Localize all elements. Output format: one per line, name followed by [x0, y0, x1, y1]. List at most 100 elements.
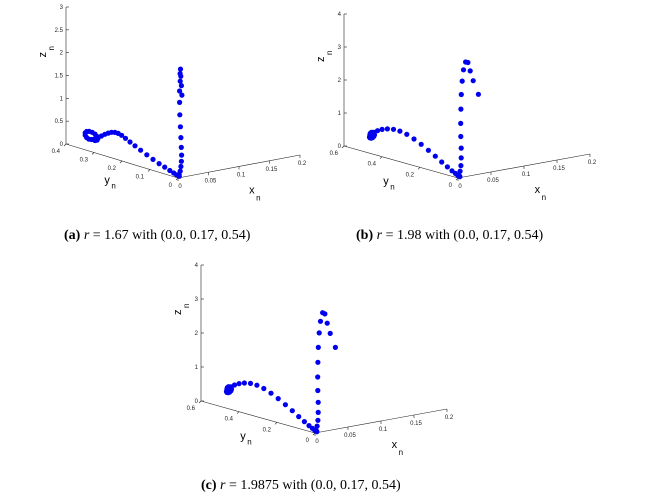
y-tick-label-b-3: 0.6	[330, 151, 339, 157]
caption-c-label: (c)	[201, 478, 217, 493]
y-axis-b	[343, 145, 459, 179]
plot-a-svg: 00.050.10.150.200.10.20.30.400.511.522.5…	[37, 5, 307, 202]
z-axis-label-c: z	[172, 310, 184, 316]
x-axis-label-a: x	[249, 184, 255, 196]
z-tick-label-a-5: 2.5	[55, 28, 64, 34]
data-point-a-9	[177, 99, 183, 105]
z-tick-label-c-4: 4	[195, 263, 199, 269]
data-point-a-3	[178, 158, 184, 164]
data-point-c-7	[315, 359, 321, 365]
data-point-c-6	[315, 374, 321, 380]
data-point-c-2	[315, 417, 321, 423]
data-point-c-12	[322, 311, 328, 317]
data-point-a-15	[178, 83, 184, 89]
caption-b-text: = 1.98 with (0.0, 0.17, 0.54)	[382, 228, 544, 243]
caption-c-var: r	[220, 478, 226, 493]
data-point-b-2	[458, 163, 464, 169]
z-tick-label-a-1: 0.5	[55, 119, 64, 125]
data-point-b-20	[444, 164, 450, 170]
z-tick-label-b-2: 2	[338, 78, 342, 84]
data-point-a-8	[177, 112, 183, 118]
caption-a-text: = 1.67 with (0.0, 0.17, 0.54)	[89, 228, 251, 243]
subplot-c: 0 0.05 0.1 0.15 0.2 0 0.2 0.4 0.6 0 1 2 3 4 x n y n z n	[170, 263, 460, 470]
y-tick-a-2	[119, 160, 123, 164]
data-point-a-4	[179, 152, 185, 158]
data-point-b-25	[411, 136, 417, 142]
data-point-c-3	[315, 409, 321, 415]
z-axis-label-sub-c: n	[182, 304, 191, 308]
y-tick-a-4	[63, 143, 67, 147]
y-tick-b-0	[455, 177, 459, 181]
data-point-c-19	[306, 423, 312, 429]
data-point-b-21	[439, 159, 445, 165]
data-point-b-30	[379, 126, 385, 132]
data-point-c-45	[224, 386, 230, 392]
z-tick-label-b-3: 3	[338, 45, 342, 51]
data-point-c-30	[236, 381, 242, 387]
z-tick-label-c-0: 0	[195, 399, 199, 405]
y-tick-label-c-3: 0.6	[187, 406, 196, 412]
z-tick-label-a-3: 1.5	[55, 74, 64, 80]
y-tick-label-b-2: 0.4	[368, 162, 377, 168]
x-tick-label-a-2: 0.1	[237, 173, 246, 179]
x-tick-label-c-1: 0.05	[344, 433, 356, 439]
data-point-c-29	[241, 380, 247, 386]
y-tick-label-b-0: 0	[449, 183, 453, 189]
data-point-b-3	[458, 155, 464, 161]
data-point-a-7	[177, 124, 183, 130]
data-point-b-13	[467, 68, 473, 74]
y-tick-label-a-1: 0.1	[136, 175, 145, 181]
x-tick-label-c-2: 0.1	[379, 427, 388, 433]
data-point-c-21	[296, 414, 302, 420]
y-axis-label-sub-a: n	[111, 181, 115, 190]
data-point-c-28	[247, 380, 254, 386]
caption-c-text: = 1.9875 with (0.0, 0.17, 0.54)	[225, 478, 401, 493]
data-point-c-25	[268, 390, 274, 396]
y-tick-b-2	[379, 156, 383, 159]
data-point-c-24	[275, 396, 281, 402]
data-point-b-19	[449, 168, 455, 174]
caption-c: (c) r = 1.9875 with (0.0, 0.17, 0.54)	[201, 478, 401, 494]
data-point-a-50	[92, 137, 98, 144]
data-point-b-24	[418, 141, 424, 147]
z-tick-label-c-3: 3	[195, 297, 199, 303]
data-point-a-1	[177, 168, 183, 174]
y-tick-b-3	[341, 145, 345, 149]
y-axis-label-c: y	[240, 430, 246, 442]
data-point-b-10	[460, 67, 467, 73]
data-point-c-4	[315, 399, 321, 405]
caption-a-var: r	[83, 228, 90, 243]
y-tick-a-1	[147, 169, 151, 172]
data-point-c-26	[261, 385, 267, 392]
data-point-a-21	[162, 164, 168, 170]
data-point-b-15	[475, 91, 481, 97]
x-tick-label-c-0: 0	[315, 439, 319, 445]
y-tick-label-b-1: 0.2	[406, 172, 415, 178]
y-tick-c-1	[274, 422, 278, 425]
x-axis-label-sub-b: n	[542, 193, 546, 202]
y-tick-label-a-0: 0	[169, 183, 173, 189]
y-tick-label-c-2: 0.4	[225, 417, 234, 423]
x-tick-label-c-4: 0.2	[445, 415, 454, 421]
data-point-b-9	[459, 78, 465, 84]
data-point-a-2	[178, 163, 184, 170]
z-tick-label-b-4: 4	[338, 12, 342, 18]
x-tick-label-c-3: 0.15	[410, 421, 422, 427]
data-point-c-10	[317, 318, 324, 324]
z-tick-label-c-1: 1	[195, 365, 199, 371]
x-tick-label-b-0: 0	[458, 184, 462, 190]
y-tick-label-a-4: 0.4	[52, 149, 61, 155]
x-axis-label-sub-a: n	[256, 193, 260, 202]
y-axis-label-sub-b: n	[390, 182, 394, 191]
y-tick-a-3	[91, 152, 95, 155]
data-point-b-22	[432, 153, 438, 159]
x-tick-label-a-4: 0.2	[298, 161, 307, 167]
data-point-a-22	[156, 161, 162, 167]
data-point-b-14	[470, 78, 476, 84]
y-tick-c-2	[236, 411, 240, 414]
data-point-a-13	[177, 66, 184, 72]
data-point-c-13	[324, 320, 330, 326]
data-point-c-9	[316, 330, 322, 336]
